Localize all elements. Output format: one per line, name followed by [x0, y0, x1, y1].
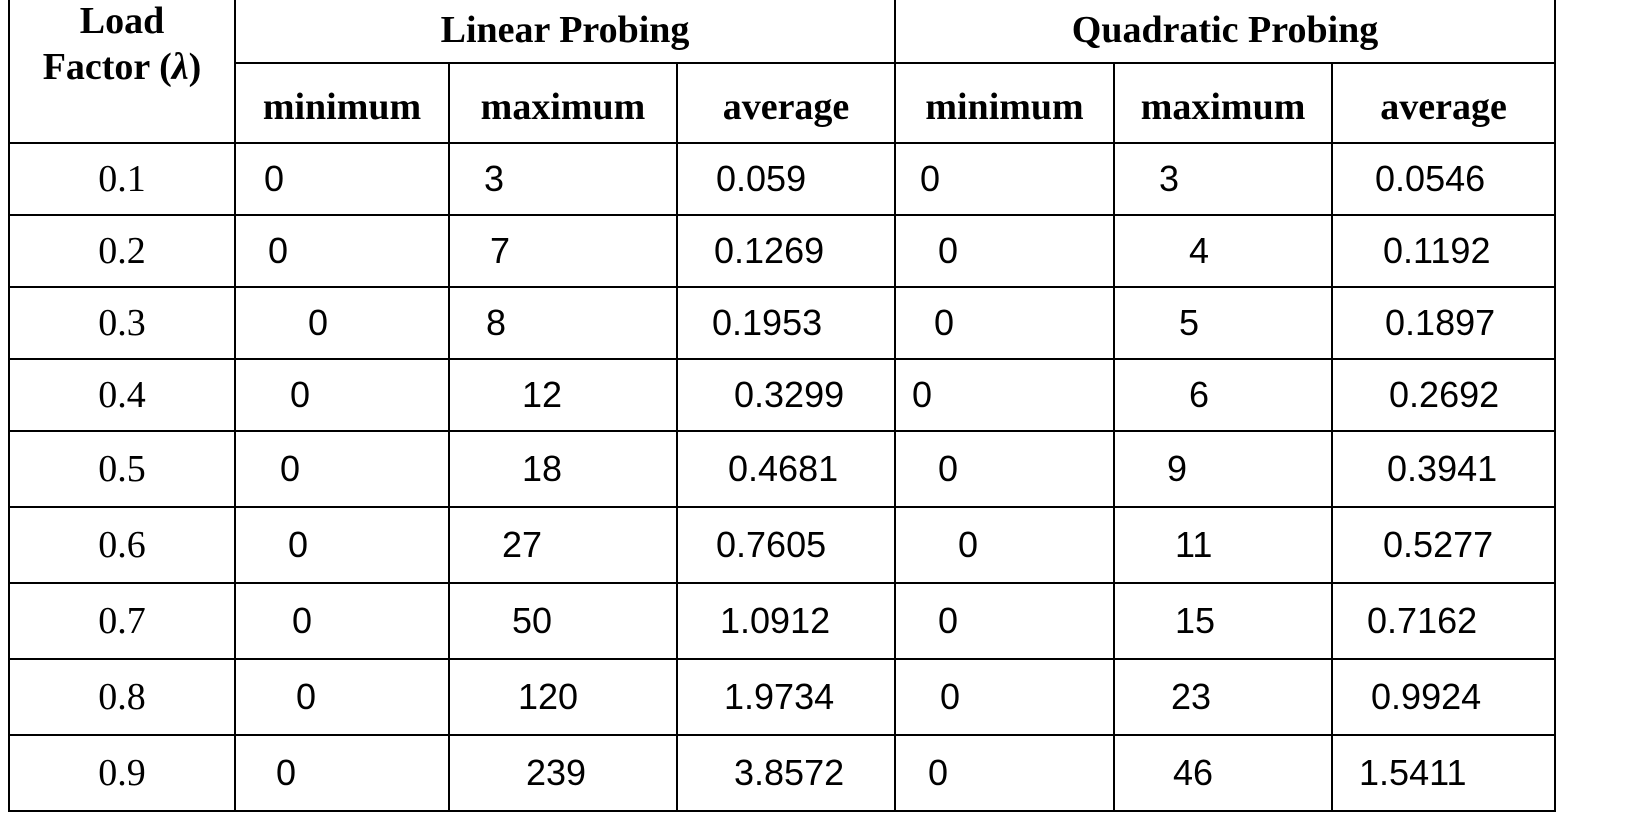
qp-average-header: average [1331, 62, 1557, 144]
lp-min-cell: 0 [234, 734, 450, 812]
qp-max-cell: 6 [1113, 358, 1334, 432]
table-row: 0.2 0 7 0.1269 0 4 0.1192 [8, 214, 1557, 288]
qp-avg-cell: 0.5277 [1331, 506, 1557, 584]
lp-avg-cell: 0.3299 [675, 358, 897, 432]
probing-comparison-table-container: Load Factor (λ) Linear Probing Quadratic … [8, 0, 1557, 812]
load-factor-header: Load Factor (λ) [8, 0, 236, 144]
lp-avg-cell: 3.8572 [675, 734, 897, 812]
table-row: 0.6 0 27 0.7605 0 11 0.5277 [8, 506, 1557, 584]
qp-min-cell: 0 [894, 734, 1116, 812]
table-row: 0.9 0 239 3.8572 0 46 1.5411 [8, 734, 1557, 812]
lp-min-cell: 0 [234, 286, 450, 360]
qp-min-cell: 0 [894, 582, 1116, 660]
qp-avg-cell: 0.0546 [1331, 142, 1557, 216]
qp-max-cell: 46 [1113, 734, 1334, 812]
header-row-groups: Load Factor (λ) Linear Probing Quadratic … [8, 0, 1557, 144]
lp-min-cell: 0 [234, 358, 450, 432]
lp-max-cell: 3 [448, 142, 678, 216]
table-row: 0.7 0 50 1.0912 0 15 0.7162 [8, 582, 1557, 660]
lp-max-cell: 12 [448, 358, 678, 432]
linear-probing-header: Linear Probing [233, 0, 897, 64]
qp-maximum-header: maximum [1113, 62, 1334, 144]
lp-avg-cell: 0.7605 [675, 506, 897, 584]
load-factor-line2: Factor ( [42, 46, 172, 88]
lp-avg-cell: 0.1953 [675, 286, 897, 360]
load-factor-cell: 0.5 [8, 430, 236, 508]
lp-min-cell: 0 [234, 214, 450, 288]
qp-avg-cell: 1.5411 [1331, 734, 1557, 812]
qp-max-cell: 23 [1113, 658, 1334, 736]
qp-avg-cell: 0.3941 [1331, 430, 1557, 508]
qp-max-cell: 5 [1113, 286, 1334, 360]
table-row: 0.3 0 8 0.1953 0 5 0.1897 [8, 286, 1557, 360]
lp-avg-cell: 0.059 [675, 142, 897, 216]
lp-max-cell: 8 [448, 286, 678, 360]
quadratic-probing-header: Quadratic Probing [894, 0, 1557, 64]
qp-max-cell: 11 [1113, 506, 1334, 584]
load-factor-close: ) [188, 46, 202, 88]
load-factor-cell: 0.9 [8, 734, 236, 812]
qp-minimum-header: minimum [894, 62, 1116, 144]
table-row: 0.1 0 3 0.059 0 3 0.0546 [8, 142, 1557, 216]
lp-min-cell: 0 [234, 658, 450, 736]
lp-avg-cell: 0.1269 [675, 214, 897, 288]
lp-maximum-header: maximum [448, 62, 678, 144]
qp-avg-cell: 0.7162 [1331, 582, 1557, 660]
table-row: 0.4 0 12 0.3299 0 6 0.2692 [8, 358, 1557, 432]
qp-avg-cell: 0.9924 [1331, 658, 1557, 736]
qp-max-cell: 3 [1113, 142, 1334, 216]
lp-max-cell: 239 [448, 734, 678, 812]
load-factor-cell: 0.3 [8, 286, 236, 360]
qp-min-cell: 0 [894, 142, 1116, 216]
qp-min-cell: 0 [894, 286, 1116, 360]
load-factor-cell: 0.6 [8, 506, 236, 584]
load-factor-cell: 0.2 [8, 214, 236, 288]
lp-max-cell: 18 [448, 430, 678, 508]
probing-comparison-table: Load Factor (λ) Linear Probing Quadratic … [8, 0, 1557, 812]
lp-min-cell: 0 [234, 430, 450, 508]
load-factor-cell: 0.7 [8, 582, 236, 660]
load-factor-cell: 0.4 [8, 358, 236, 432]
qp-min-cell: 0 [894, 658, 1116, 736]
lp-min-cell: 0 [234, 142, 450, 216]
qp-min-cell: 0 [894, 430, 1116, 508]
qp-avg-cell: 0.2692 [1331, 358, 1557, 432]
header-row-subcolumns: minimum maximum average minimum maximum … [9, 62, 1557, 144]
lp-min-cell: 0 [234, 506, 450, 584]
lp-avg-cell: 0.4681 [675, 430, 897, 508]
qp-min-cell: 0 [894, 358, 1116, 432]
lp-average-header: average [675, 62, 897, 144]
qp-min-cell: 0 [894, 506, 1116, 584]
lp-max-cell: 120 [448, 658, 678, 736]
lp-avg-cell: 1.9734 [675, 658, 897, 736]
lp-max-cell: 27 [448, 506, 678, 584]
lp-max-cell: 50 [448, 582, 678, 660]
load-factor-cell: 0.8 [8, 658, 236, 736]
load-factor-cell: 0.1 [8, 142, 236, 216]
lp-avg-cell: 1.0912 [675, 582, 897, 660]
lp-min-cell: 0 [234, 582, 450, 660]
table-row: 0.5 0 18 0.4681 0 9 0.3941 [8, 430, 1557, 508]
qp-min-cell: 0 [894, 214, 1116, 288]
load-factor-line1: Load [79, 0, 165, 42]
qp-max-cell: 15 [1113, 582, 1334, 660]
lp-minimum-header: minimum [234, 62, 450, 144]
qp-max-cell: 4 [1113, 214, 1334, 288]
qp-max-cell: 9 [1113, 430, 1334, 508]
qp-avg-cell: 0.1897 [1331, 286, 1557, 360]
qp-avg-cell: 0.1192 [1331, 214, 1557, 288]
lambda-symbol: λ [171, 46, 189, 88]
table-row: 0.8 0 120 1.9734 0 23 0.9924 [8, 658, 1557, 736]
lp-max-cell: 7 [448, 214, 678, 288]
